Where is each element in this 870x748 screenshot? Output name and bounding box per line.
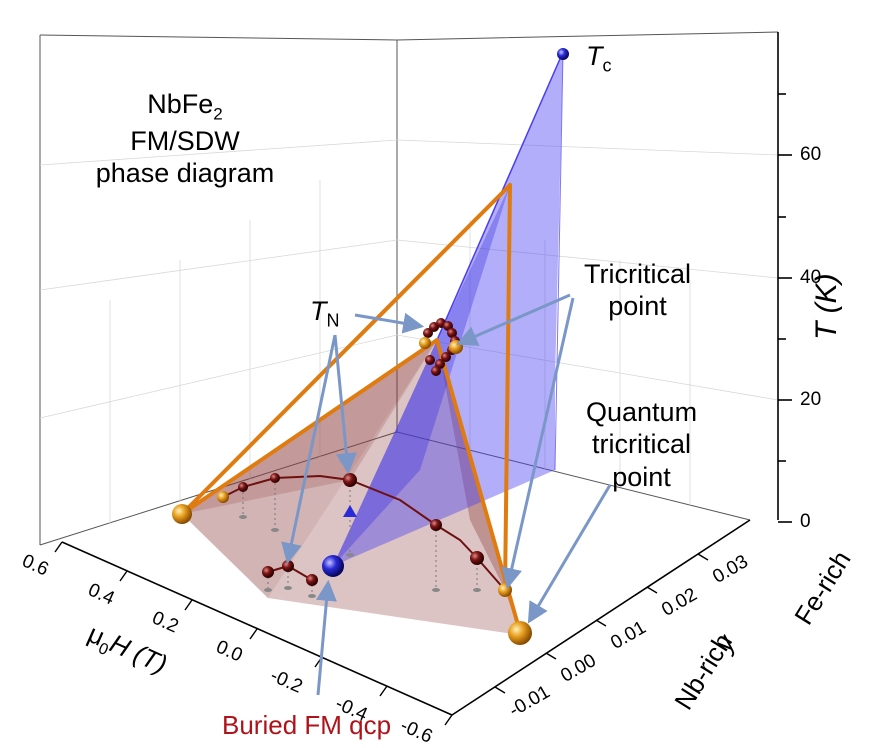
tc-symbol: T — [586, 41, 603, 71]
quantum-tricritical-point — [508, 621, 532, 645]
buried-fm-qcp-point — [322, 555, 344, 577]
left-tricritical-point — [172, 504, 192, 524]
tricritical-points — [172, 337, 532, 645]
floor-shadows — [239, 515, 481, 598]
quantum-tricritical-label: Quantum tricritical point — [586, 396, 697, 493]
title-formula-subscript: 2 — [213, 104, 223, 124]
annotation-arrows — [281, 293, 612, 696]
quantum-label-line2: tricritical — [592, 429, 692, 460]
t-tick-40: 40 — [800, 267, 822, 288]
t-axis — [777, 32, 792, 523]
t-tick-60: 60 — [800, 144, 822, 165]
t-axis-title: T (K) — [810, 273, 843, 340]
tc-point — [557, 48, 569, 60]
title-formula: NbFe — [147, 89, 214, 119]
quantum-label-line3: point — [612, 461, 671, 492]
tricritical-label-line1: Tricritical — [584, 259, 691, 289]
grid-lines — [39, 139, 779, 523]
t-tick-20: 20 — [800, 389, 822, 410]
title-line3: phase diagram — [95, 158, 275, 189]
tc-subscript: c — [602, 55, 612, 76]
quantum-label-line1: Quantum — [586, 397, 698, 427]
h-axis-ticks — [54, 541, 453, 726]
tn-subscript: N — [326, 310, 340, 331]
title-line2: FM/SDW — [130, 125, 240, 156]
tricritical-label-line2: point — [608, 291, 667, 322]
y-axis-ticks — [494, 553, 709, 694]
buried-fm-qcp-label: Buried FM qcp — [222, 710, 392, 740]
t-tick-0: 0 — [800, 511, 811, 532]
title-line1: NbFe2 — [70, 88, 300, 125]
diagram-title: NbFe2 FM/SDW phase diagram — [70, 88, 300, 190]
tricritical-label: Tricritical point — [584, 258, 691, 323]
center-tricritical-point — [419, 337, 431, 349]
tc-label: Tc — [586, 41, 612, 76]
fm-points — [322, 48, 569, 577]
tn-label: TN — [310, 296, 340, 331]
tn-symbol: T — [310, 296, 327, 326]
blue-triangle-marker — [343, 505, 357, 517]
